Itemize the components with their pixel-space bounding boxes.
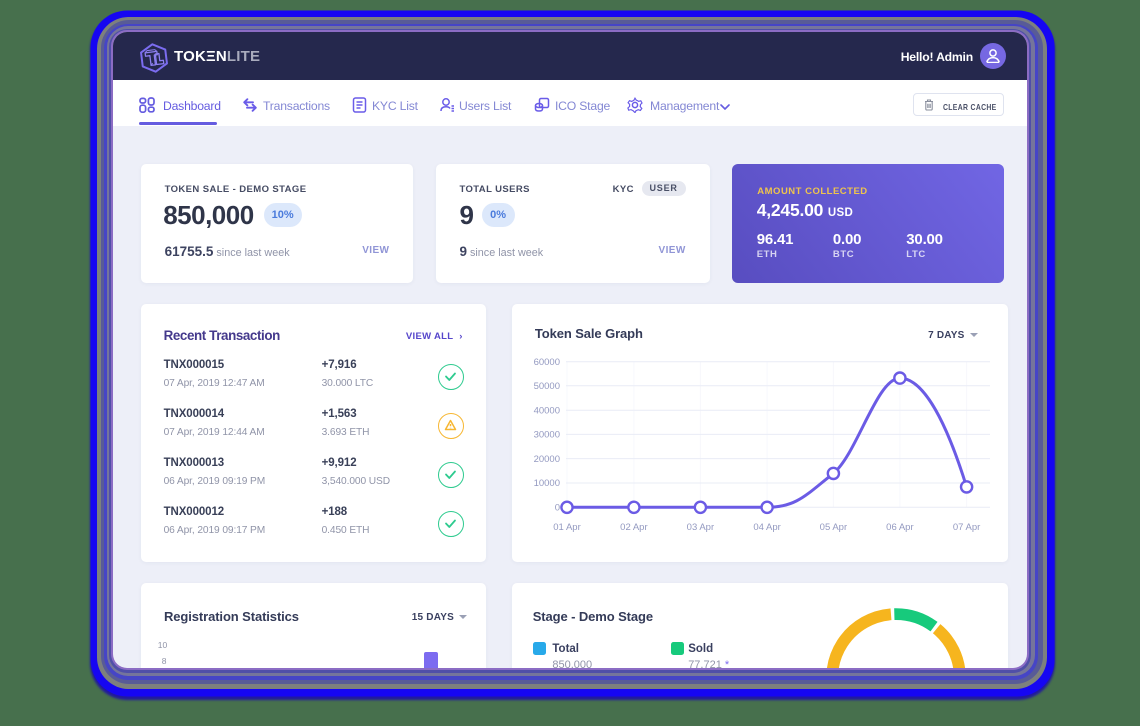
svg-text:30000: 30000: [533, 430, 559, 441]
svg-text:06 Apr: 06 Apr: [886, 522, 913, 533]
svg-text:10000: 10000: [533, 478, 559, 489]
svg-text:07 Apr: 07 Apr: [952, 522, 979, 533]
svg-text:02 Apr: 02 Apr: [620, 522, 647, 533]
svg-text:01 Apr: 01 Apr: [553, 522, 580, 533]
svg-text:50000: 50000: [533, 381, 559, 392]
svg-text:0: 0: [554, 503, 559, 514]
svg-text:04 Apr: 04 Apr: [753, 522, 780, 533]
svg-text:20000: 20000: [533, 454, 559, 465]
svg-text:03 Apr: 03 Apr: [686, 522, 713, 533]
svg-text:60000: 60000: [533, 357, 559, 368]
svg-text:40000: 40000: [533, 405, 559, 416]
svg-text:05 Apr: 05 Apr: [819, 522, 846, 533]
